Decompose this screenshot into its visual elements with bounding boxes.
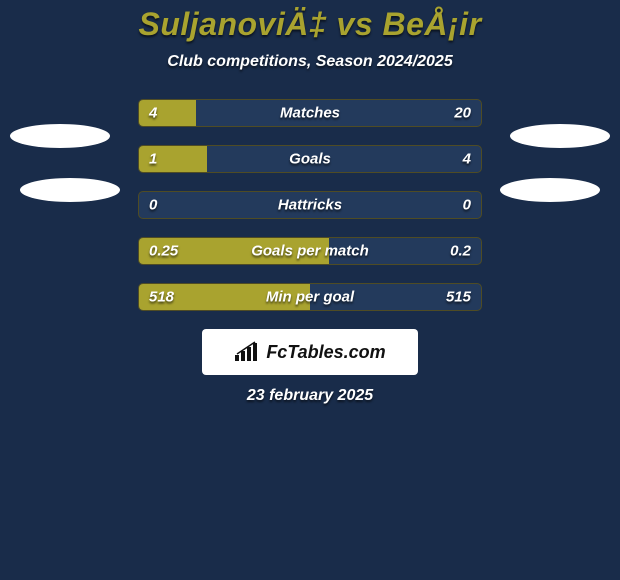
stat-value-left: 4: [149, 105, 157, 122]
stat-fill: [139, 100, 196, 126]
stat-row: 518 Min per goal 515: [138, 283, 482, 311]
page-subtitle: Club competitions, Season 2024/2025: [0, 53, 620, 71]
stat-label: Goals per match: [251, 243, 369, 260]
stat-value-left: 518: [149, 289, 174, 306]
brand-label: FcTables.com: [266, 342, 385, 363]
stat-row: 4 Matches 20: [138, 99, 482, 127]
stat-value-left: 1: [149, 151, 157, 168]
stat-value-left: 0.25: [149, 243, 178, 260]
stat-value-left: 0: [149, 197, 157, 214]
stat-value-right: 515: [446, 289, 471, 306]
brand-box[interactable]: FcTables.com: [202, 329, 418, 375]
stat-value-right: 0.2: [450, 243, 471, 260]
stat-value-right: 20: [454, 105, 471, 122]
stat-row: 0 Hattricks 0: [138, 191, 482, 219]
stat-label: Hattricks: [278, 197, 342, 214]
stat-label: Goals: [289, 151, 331, 168]
stat-label: Min per goal: [266, 289, 354, 306]
stat-bars: 4 Matches 20 1 Goals 4 0 Hattricks 0 0.2…: [0, 99, 620, 311]
bars-icon: [234, 341, 260, 363]
stat-row: 0.25 Goals per match 0.2: [138, 237, 482, 265]
stat-row: 1 Goals 4: [138, 145, 482, 173]
stat-value-right: 4: [463, 151, 471, 168]
date-label: 23 february 2025: [0, 387, 620, 405]
stat-label: Matches: [280, 105, 340, 122]
stat-value-right: 0: [463, 197, 471, 214]
page-title: SuljanoviÄ‡ vs BeÅ¡ir: [0, 6, 620, 43]
